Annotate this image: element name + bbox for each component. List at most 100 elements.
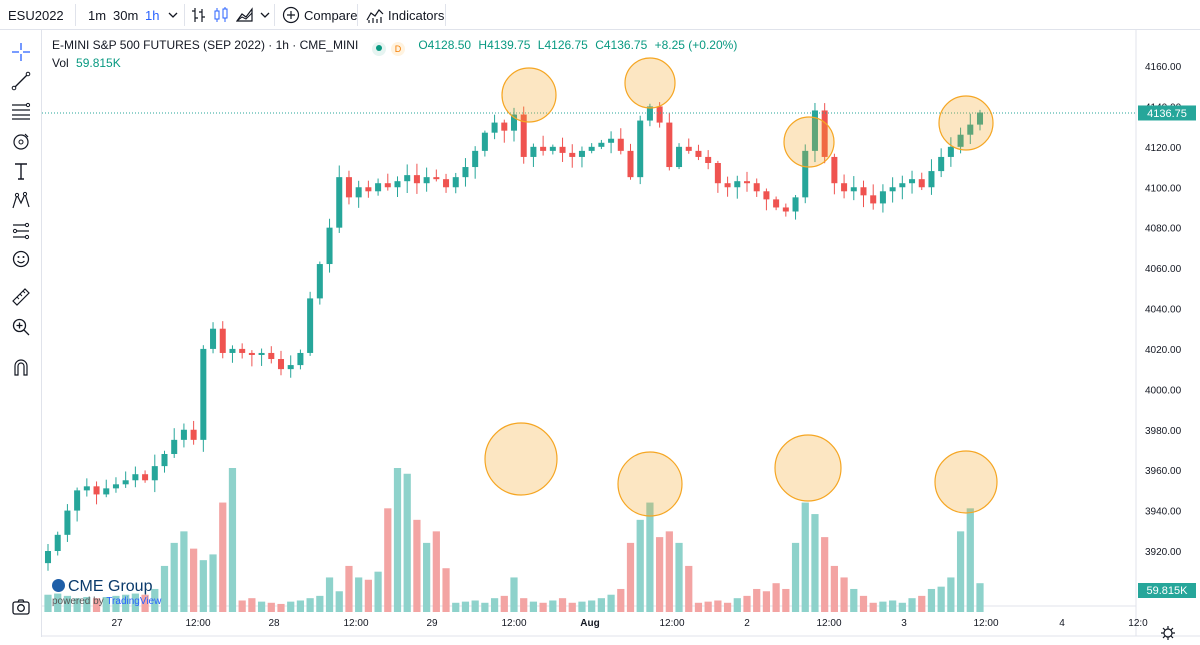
candle-body	[190, 429, 197, 440]
camera-icon[interactable]	[10, 596, 32, 618]
volume-bar	[306, 598, 314, 612]
time-axis: 27 12:00 28 12:00 29 12:00 Aug 12:00 2 12:00 3 12:0…	[111, 618, 1148, 629]
candle-body	[229, 348, 236, 353]
candle-body	[889, 187, 896, 192]
interval-1m[interactable]: 1m	[88, 7, 107, 23]
divider	[75, 4, 76, 26]
volume-bar	[918, 595, 926, 612]
candle-body	[870, 195, 877, 204]
trendline-icon[interactable]	[10, 70, 32, 92]
candle-body	[180, 429, 187, 440]
candle-body	[685, 146, 692, 151]
candle-body	[384, 183, 391, 188]
volume-bar	[723, 602, 732, 612]
candle-body	[277, 359, 285, 370]
candle-body	[122, 480, 129, 485]
emoji-icon[interactable]	[10, 248, 32, 270]
chevron-down-icon[interactable]	[168, 0, 178, 30]
volume-bar	[568, 602, 576, 612]
candles-icon[interactable]	[212, 0, 230, 30]
chevron-down-icon[interactable]	[260, 0, 270, 30]
candle-body	[355, 187, 362, 198]
volume-bar	[287, 601, 295, 612]
volume-bar	[830, 565, 838, 612]
candle-body	[326, 227, 333, 265]
candle-body	[763, 191, 770, 200]
compare-button[interactable]: Compare	[282, 0, 357, 30]
indicators-label: Indicators	[388, 7, 445, 23]
time-tick-label: Aug	[580, 618, 599, 629]
vol-label[interactable]: Vol	[52, 56, 69, 70]
candle-body	[481, 132, 488, 151]
candle-body	[938, 156, 945, 172]
magnet-icon[interactable]	[10, 356, 32, 378]
time-tick-label: 12:00	[659, 618, 684, 629]
price-tick-label: 3920.00	[1145, 547, 1182, 558]
highlight-circles	[484, 57, 998, 517]
volume-bar	[947, 577, 955, 612]
interval-30m[interactable]: 30m	[113, 7, 139, 23]
volume-bar	[665, 531, 673, 612]
forecast-icon[interactable]	[10, 220, 32, 242]
volume-bar	[228, 468, 237, 612]
volume-bar	[141, 594, 149, 612]
volume-bar	[151, 588, 159, 612]
candle-body	[705, 156, 712, 163]
volume-bar	[54, 593, 62, 612]
volume-bar	[937, 586, 945, 612]
volume-bar	[840, 577, 848, 612]
area-chart-icon[interactable]	[236, 0, 254, 30]
volume-bars	[44, 468, 984, 612]
volume-bar	[927, 588, 936, 612]
candle-body	[811, 110, 818, 151]
volume-bar	[762, 591, 771, 612]
candle-body	[171, 439, 178, 454]
crosshair-icon[interactable]	[10, 41, 32, 63]
tradingview-link[interactable]: TradingView	[106, 596, 162, 607]
brush-icon[interactable]	[10, 130, 32, 152]
volume-bar	[403, 473, 411, 612]
candle-body	[676, 146, 683, 168]
price-tick-label: 3960.00	[1145, 466, 1182, 477]
volume-bar	[869, 602, 877, 612]
volume-bar	[471, 600, 479, 612]
volume-bar	[83, 597, 91, 612]
candle-body	[132, 474, 139, 481]
interval-1h[interactable]: 1h	[145, 7, 160, 23]
time-tick-label: 2	[744, 618, 750, 629]
settings-icon[interactable]	[1161, 626, 1175, 640]
volume-bar	[423, 542, 431, 612]
candle-body	[637, 120, 644, 178]
volume-bar	[791, 542, 800, 612]
candle-body	[841, 183, 848, 192]
price-tick-label: 4100.00	[1145, 183, 1182, 194]
ruler-icon[interactable]	[10, 286, 32, 308]
bar-chart-icon[interactable]	[190, 0, 208, 30]
time-tick-label: 12:00	[973, 618, 998, 629]
zoom-in-icon[interactable]	[10, 316, 32, 338]
volume-bar	[442, 568, 450, 612]
time-tick-label: 12:00	[185, 618, 210, 629]
fib-icon[interactable]	[10, 100, 32, 122]
volume-bar	[588, 600, 596, 612]
delayed-badge[interactable]: D	[391, 42, 405, 56]
plus-circle-icon	[282, 6, 300, 24]
candle-body	[93, 486, 100, 495]
indicators-button[interactable]: Indicators	[366, 0, 444, 30]
pattern-icon[interactable]	[10, 190, 32, 212]
text-icon[interactable]	[10, 160, 32, 182]
volume-bar	[355, 577, 363, 612]
vol-value: 59.815K	[76, 56, 121, 70]
volume-bar	[607, 594, 615, 612]
price-chart[interactable]: 4160.004140.004120.004100.004080.004060.…	[42, 30, 1200, 645]
volume-bar	[879, 601, 887, 612]
candle-body	[520, 114, 527, 157]
candle-body	[879, 191, 886, 204]
volume-bar	[636, 519, 644, 612]
candle-body	[258, 352, 265, 355]
price-tick-label: 4080.00	[1145, 224, 1182, 235]
symbol-search[interactable]: ESU2022	[8, 7, 64, 23]
legend-title[interactable]: E-MINI S&P 500 FUTURES (SEP 2022) · 1h ·…	[52, 38, 359, 52]
candle-body	[452, 177, 459, 188]
volume-bar	[714, 600, 722, 612]
